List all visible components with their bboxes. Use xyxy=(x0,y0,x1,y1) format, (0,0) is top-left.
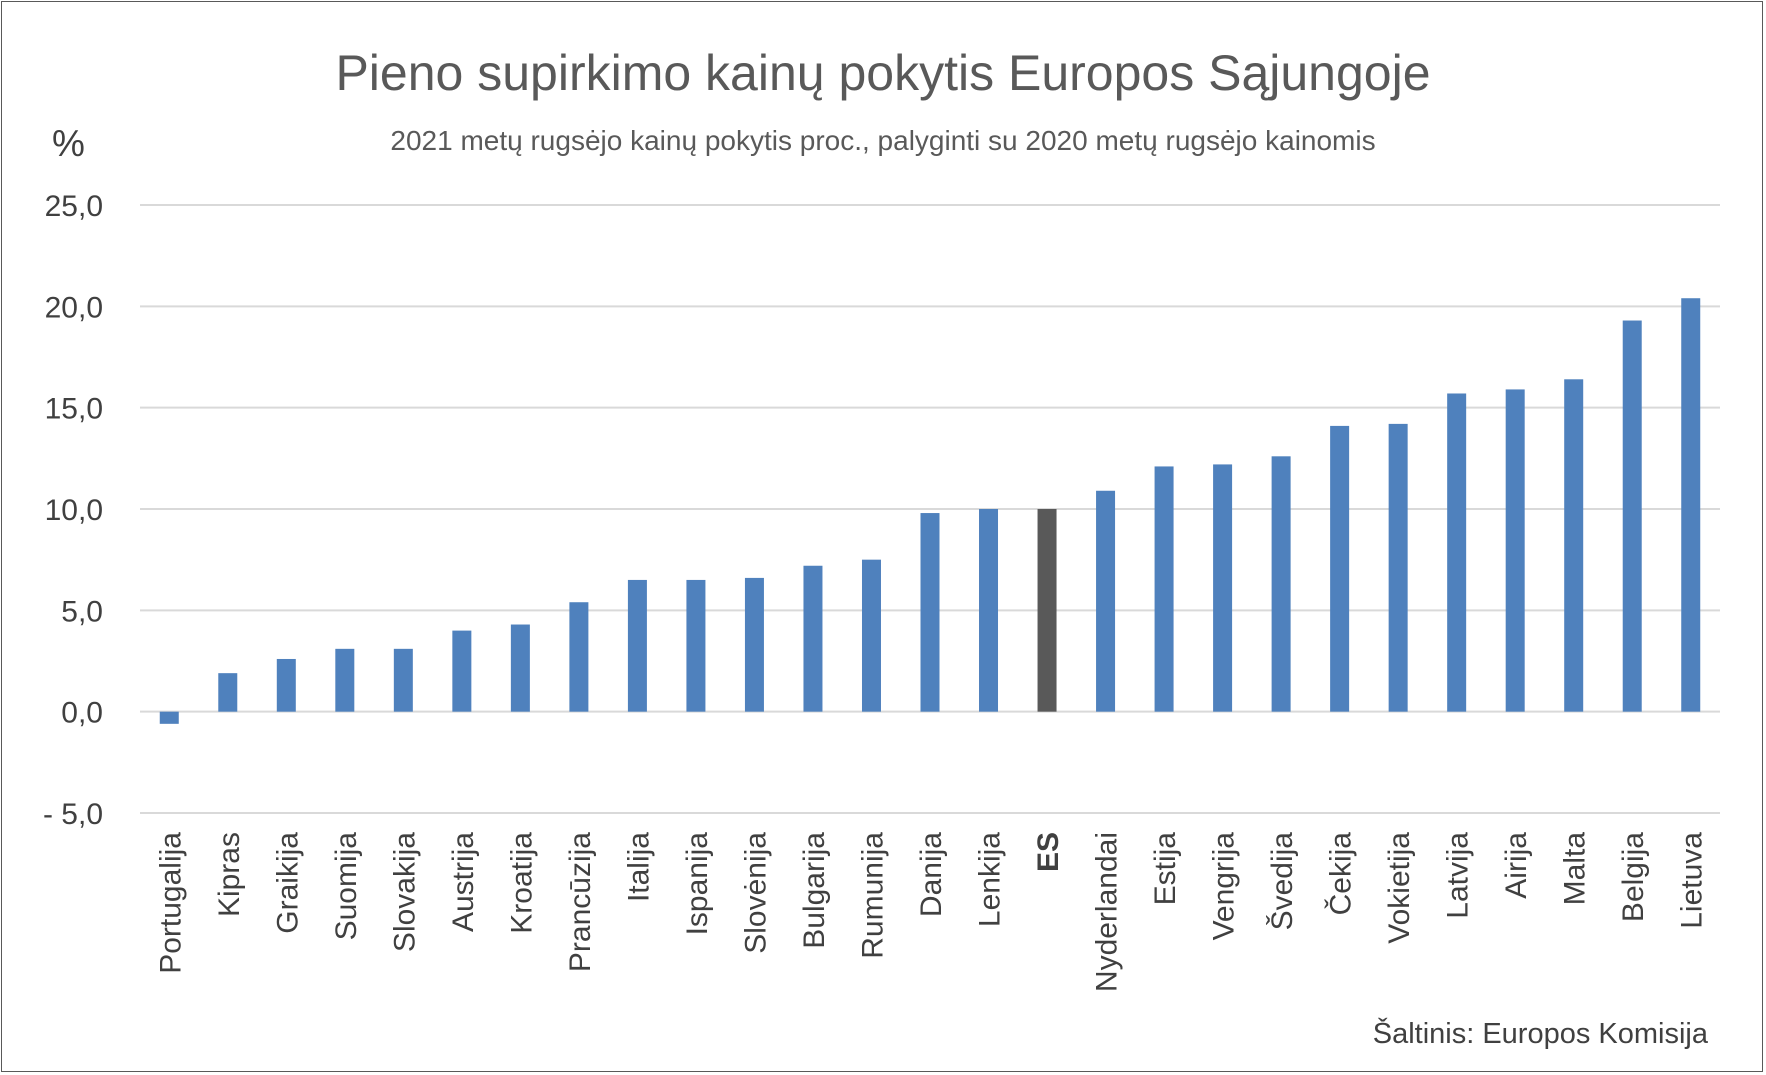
x-tick-label: Suomija xyxy=(330,832,363,941)
bar-slovakija xyxy=(393,648,413,712)
bar-lenkija xyxy=(979,509,999,712)
bar-vengrija xyxy=(1213,464,1233,712)
x-tick-label: Slovakija xyxy=(388,832,421,952)
chart-title: Pieno supirkimo kainų pokytis Europos Są… xyxy=(335,45,1431,101)
chart-subtitle: 2021 metų rugsėjo kainų pokytis proc., p… xyxy=(390,125,1376,156)
bar-latvija xyxy=(1447,393,1467,712)
x-tick-label: Čekija xyxy=(1324,832,1358,916)
bar-danija xyxy=(920,513,940,712)
x-tick-label: Graikija xyxy=(271,832,304,934)
bar-estija xyxy=(1154,466,1174,712)
y-axis-unit-label: % xyxy=(52,123,85,164)
bar-slovėnija xyxy=(744,577,764,712)
y-tick-label: 15,0 xyxy=(45,393,103,426)
x-tick-label: Austrija xyxy=(447,832,480,932)
bar-kipras xyxy=(218,673,238,712)
bar-lietuva xyxy=(1681,298,1701,712)
x-tick-label: Italija xyxy=(622,832,655,902)
x-tick-label: ES xyxy=(1032,832,1065,872)
bar-prancūzija xyxy=(569,602,589,712)
bar-suomija xyxy=(335,648,355,712)
x-tick-label: Švedija xyxy=(1265,832,1299,931)
bar-bulgarija xyxy=(803,565,823,712)
bar-vokietija xyxy=(1388,423,1408,712)
x-tick-label: Rumunija xyxy=(856,832,889,959)
bar-rumunija xyxy=(861,559,881,712)
x-tick-label: Ispanija xyxy=(681,832,714,936)
bar-belgija xyxy=(1622,320,1642,712)
bar-italija xyxy=(627,579,647,712)
x-tick-label: Portugalija xyxy=(154,832,187,974)
x-tick-label: Lietuva xyxy=(1676,832,1709,929)
x-tick-label: Lenkija xyxy=(974,832,1007,927)
x-tick-label: Estija xyxy=(1149,832,1182,906)
y-tick-label: - 5,0 xyxy=(43,798,103,831)
x-tick-label: Belgija xyxy=(1617,832,1650,922)
y-tick-label: 20,0 xyxy=(45,291,103,324)
bar-ispanija xyxy=(686,579,706,712)
x-tick-label: Nyderlandai xyxy=(1091,832,1124,992)
bar-nyderlandai xyxy=(1096,490,1116,712)
bar-austrija xyxy=(452,630,472,712)
x-tick-label: Bulgarija xyxy=(798,832,831,949)
x-tick-label: Prancūzija xyxy=(564,832,597,972)
y-tick-label: 0,0 xyxy=(61,697,103,730)
bar-čekija xyxy=(1330,425,1350,712)
y-tick-label: 25,0 xyxy=(45,190,103,223)
bar-es xyxy=(1037,509,1057,712)
bar-airija xyxy=(1505,389,1525,712)
chart-source: Šaltinis: Europos Komisija xyxy=(1372,1018,1708,1050)
x-tick-label: Kipras xyxy=(213,832,246,917)
bar-švedija xyxy=(1271,456,1291,712)
x-tick-label: Slovėnija xyxy=(739,832,772,954)
x-tick-label: Latvija xyxy=(1442,832,1475,919)
x-tick-label: Kroatija xyxy=(505,832,538,934)
x-tick-label: Vengrija xyxy=(1208,832,1241,941)
bar-graikija xyxy=(276,658,296,712)
bar-portugalija xyxy=(159,711,179,724)
x-tick-label: Airija xyxy=(1500,832,1533,899)
x-tick-label: Danija xyxy=(915,832,948,917)
y-tick-label: 5,0 xyxy=(61,595,103,628)
x-tick-label: Malta xyxy=(1559,832,1592,906)
bar-kroatija xyxy=(510,624,530,712)
y-tick-label: 10,0 xyxy=(45,494,103,527)
bar-malta xyxy=(1564,379,1584,712)
x-tick-label: Vokietija xyxy=(1383,832,1416,944)
